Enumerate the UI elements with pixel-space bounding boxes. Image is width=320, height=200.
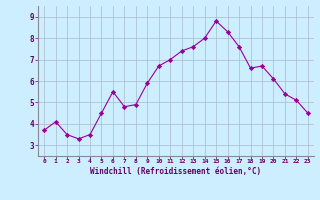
X-axis label: Windchill (Refroidissement éolien,°C): Windchill (Refroidissement éolien,°C) (91, 167, 261, 176)
